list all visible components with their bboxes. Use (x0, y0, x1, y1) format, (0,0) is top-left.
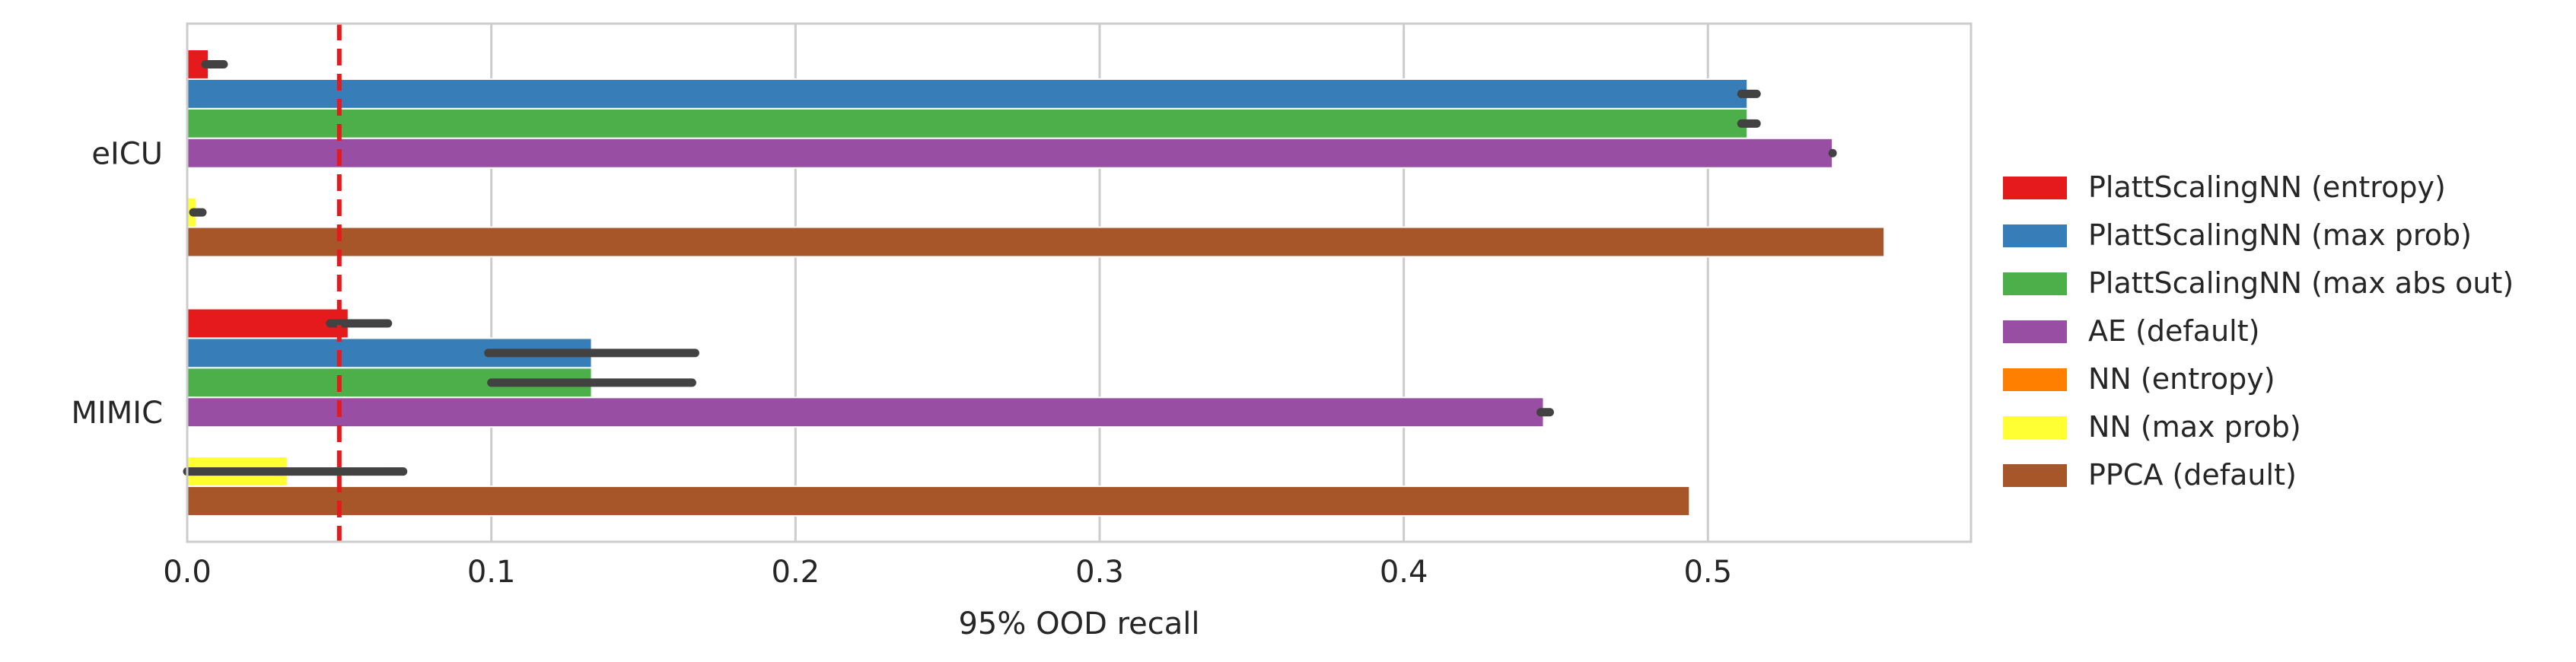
bar-mimic-series-0 (186, 307, 349, 339)
bar-eicu-series-2 (186, 107, 1749, 139)
bar-mimic-series-3 (186, 396, 1545, 428)
error-bars (183, 60, 1837, 476)
category-label-mimic: MIMIC (71, 396, 163, 431)
legend-label-0: PlattScalingNN (entropy) (2088, 170, 2446, 204)
legend-swatch-4 (2003, 368, 2067, 391)
plot-frame (186, 22, 1973, 543)
bar-mimic-series-6 (186, 485, 1691, 517)
legend-swatch-6 (2003, 464, 2067, 487)
legend-label-2: PlattScalingNN (max abs out) (2088, 266, 2514, 300)
legend-swatch-5 (2003, 416, 2067, 439)
legend-label-5: NN (max prob) (2088, 410, 2301, 444)
bar-eicu-series-6 (186, 226, 1886, 258)
legend-label-6: PPCA (default) (2088, 458, 2297, 492)
x-tick-label-4: 0.4 (1380, 555, 1428, 590)
x-axis-ticks: 0.0 0.1 0.2 0.3 0.4 0.5 (163, 555, 1732, 590)
bars (186, 49, 1886, 517)
legend-label-1: PlattScalingNN (max prob) (2088, 218, 2472, 252)
legend-label-4: NN (entropy) (2088, 362, 2275, 396)
bar-eicu-series-3 (186, 137, 1834, 169)
x-tick-label-2: 0.2 (772, 555, 820, 590)
legend-swatch-2 (2003, 272, 2067, 295)
legend-swatch-3 (2003, 320, 2067, 343)
x-tick-label-3: 0.3 (1075, 555, 1124, 590)
x-tick-label-5: 0.5 (1683, 555, 1732, 590)
x-tick-label-1: 0.1 (467, 555, 516, 590)
bar-eicu-series-1 (186, 78, 1749, 110)
legend: PlattScalingNN (entropy) PlattScalingNN (… (2003, 170, 2514, 492)
legend-swatch-0 (2003, 177, 2067, 199)
y-axis-categories: eICU MIMIC (71, 136, 163, 431)
category-label-eicu: eICU (91, 136, 163, 171)
x-tick-label-0: 0.0 (163, 555, 212, 590)
x-axis-title: 95% OOD recall (958, 606, 1199, 641)
legend-swatch-1 (2003, 224, 2067, 247)
legend-label-3: AE (default) (2088, 314, 2259, 348)
